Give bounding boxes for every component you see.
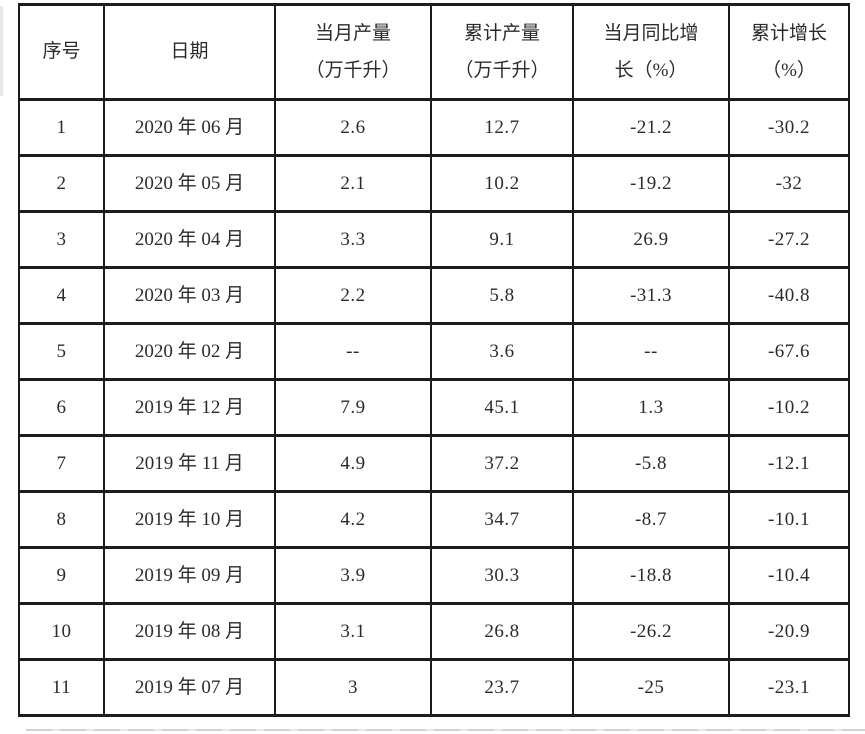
cell-cumulative-output: 3.6	[430, 322, 574, 381]
cell-serial: 7	[18, 434, 105, 493]
cell-cumulative-growth: -30.2	[728, 98, 850, 157]
cell-monthly-yoy-growth: -5.8	[572, 434, 730, 493]
cell-monthly-yoy-growth: -26.2	[572, 602, 730, 661]
cell-cumulative-growth: -67.6	[728, 322, 850, 381]
cell-monthly-output: 7.9	[274, 378, 432, 437]
cell-serial: 4	[18, 266, 105, 325]
cell-monthly-output: 3.9	[274, 546, 432, 605]
cell-date: 2020 年 02 月	[103, 322, 276, 381]
cell-date: 2019 年 10 月	[103, 490, 276, 549]
cell-serial: 1	[18, 98, 105, 157]
cell-cumulative-output: 10.2	[430, 154, 574, 213]
cell-date: 2019 年 07 月	[103, 658, 276, 717]
cell-monthly-output: 3.3	[274, 210, 432, 269]
cell-cumulative-output: 26.8	[430, 602, 574, 661]
table-row: 7 2019 年 11 月 4.9 37.2 -5.8 -12.1	[18, 434, 850, 493]
table-row: 9 2019 年 09 月 3.9 30.3 -18.8 -10.4	[18, 546, 850, 605]
cell-monthly-yoy-growth: -19.2	[572, 154, 730, 213]
cell-monthly-yoy-growth: -25	[572, 658, 730, 717]
cell-serial: 11	[18, 658, 105, 717]
table-row: 10 2019 年 08 月 3.1 26.8 -26.2 -20.9	[18, 602, 850, 661]
cell-date: 2020 年 04 月	[103, 210, 276, 269]
header-serial-number: 序号	[18, 3, 105, 101]
header-label-line2: （%）	[762, 60, 816, 81]
cell-monthly-output: 2.1	[274, 154, 432, 213]
cell-cumulative-output: 9.1	[430, 210, 574, 269]
header-monthly-yoy-growth: 当月同比增 长（%）	[572, 3, 730, 101]
cell-cumulative-growth: -12.1	[728, 434, 850, 493]
cell-date: 2020 年 03 月	[103, 266, 276, 325]
header-label-line1: 当月同比增	[603, 22, 699, 44]
cell-serial: 3	[18, 210, 105, 269]
cell-serial: 8	[18, 490, 105, 549]
table-row: 2 2020 年 05 月 2.1 10.2 -19.2 -32	[18, 154, 850, 213]
header-label-line2: （万千升）	[305, 60, 401, 81]
cell-monthly-yoy-growth: 1.3	[572, 378, 730, 437]
cell-monthly-yoy-growth: --	[572, 322, 730, 381]
table-row: 6 2019 年 12 月 7.9 45.1 1.3 -10.2	[18, 378, 850, 437]
cell-cumulative-output: 23.7	[430, 658, 574, 717]
header-date: 日期	[103, 3, 276, 101]
scan-artifact-left-smudge	[0, 6, 3, 96]
table-row: 5 2020 年 02 月 -- 3.6 -- -67.6	[18, 322, 850, 381]
cell-cumulative-growth: -32	[728, 154, 850, 213]
header-label: 序号	[42, 41, 81, 63]
table-row: 8 2019 年 10 月 4.2 34.7 -8.7 -10.1	[18, 490, 850, 549]
cell-cumulative-output: 45.1	[430, 378, 574, 437]
cell-cumulative-growth: -10.1	[728, 490, 850, 549]
header-label-line1: 当月产量	[314, 22, 391, 44]
cell-serial: 2	[18, 154, 105, 213]
cell-monthly-yoy-growth: -18.8	[572, 546, 730, 605]
header-label-line2: （万千升）	[454, 60, 550, 81]
cell-cumulative-output: 30.3	[430, 546, 574, 605]
header-cumulative-growth: 累计增长 （%）	[728, 3, 850, 101]
cell-serial: 6	[18, 378, 105, 437]
header-label-line2: 长（%）	[614, 60, 688, 81]
table-header-row: 序号 日期 当月产量 （万千升） 累计产量 （万千升） 当月同比增 长（%）	[18, 3, 850, 101]
cell-monthly-output: 4.2	[274, 490, 432, 549]
header-label-line1: 累计产量	[463, 22, 540, 44]
monthly-production-table: 序号 日期 当月产量 （万千升） 累计产量 （万千升） 当月同比增 长（%）	[18, 3, 850, 717]
cell-monthly-yoy-growth: -8.7	[572, 490, 730, 549]
table-row: 1 2020 年 06 月 2.6 12.7 -21.2 -30.2	[18, 98, 850, 157]
cell-monthly-yoy-growth: -31.3	[572, 266, 730, 325]
cell-serial: 5	[18, 322, 105, 381]
header-cumulative-output: 累计产量 （万千升）	[430, 3, 574, 101]
header-label-line1: 累计增长	[750, 22, 827, 44]
cell-monthly-output: 4.9	[274, 434, 432, 493]
cell-monthly-output: 3	[274, 658, 432, 717]
cell-cumulative-growth: -10.2	[728, 378, 850, 437]
cell-monthly-output: --	[274, 322, 432, 381]
cell-cumulative-output: 5.8	[430, 266, 574, 325]
cell-serial: 10	[18, 602, 105, 661]
cell-serial: 9	[18, 546, 105, 605]
cell-cumulative-output: 12.7	[430, 98, 574, 157]
cell-date: 2019 年 12 月	[103, 378, 276, 437]
cell-date: 2020 年 05 月	[103, 154, 276, 213]
header-monthly-output: 当月产量 （万千升）	[274, 3, 432, 101]
cell-monthly-output: 2.2	[274, 266, 432, 325]
cell-cumulative-output: 34.7	[430, 490, 574, 549]
cell-monthly-yoy-growth: -21.2	[572, 98, 730, 157]
cell-cumulative-growth: -10.4	[728, 546, 850, 605]
cell-monthly-output: 3.1	[274, 602, 432, 661]
cell-date: 2020 年 06 月	[103, 98, 276, 157]
scan-artifact-bottom-line	[26, 729, 865, 731]
cell-monthly-output: 2.6	[274, 98, 432, 157]
cell-cumulative-growth: -23.1	[728, 658, 850, 717]
cell-date: 2019 年 11 月	[103, 434, 276, 493]
cell-monthly-yoy-growth: 26.9	[572, 210, 730, 269]
cell-cumulative-growth: -27.2	[728, 210, 850, 269]
cell-date: 2019 年 08 月	[103, 602, 276, 661]
cell-cumulative-output: 37.2	[430, 434, 574, 493]
cell-date: 2019 年 09 月	[103, 546, 276, 605]
table-row: 3 2020 年 04 月 3.3 9.1 26.9 -27.2	[18, 210, 850, 269]
table-row: 11 2019 年 07 月 3 23.7 -25 -23.1	[18, 658, 850, 717]
header-label: 日期	[170, 41, 209, 63]
cell-cumulative-growth: -20.9	[728, 602, 850, 661]
cell-cumulative-growth: -40.8	[728, 266, 850, 325]
table-row: 4 2020 年 03 月 2.2 5.8 -31.3 -40.8	[18, 266, 850, 325]
